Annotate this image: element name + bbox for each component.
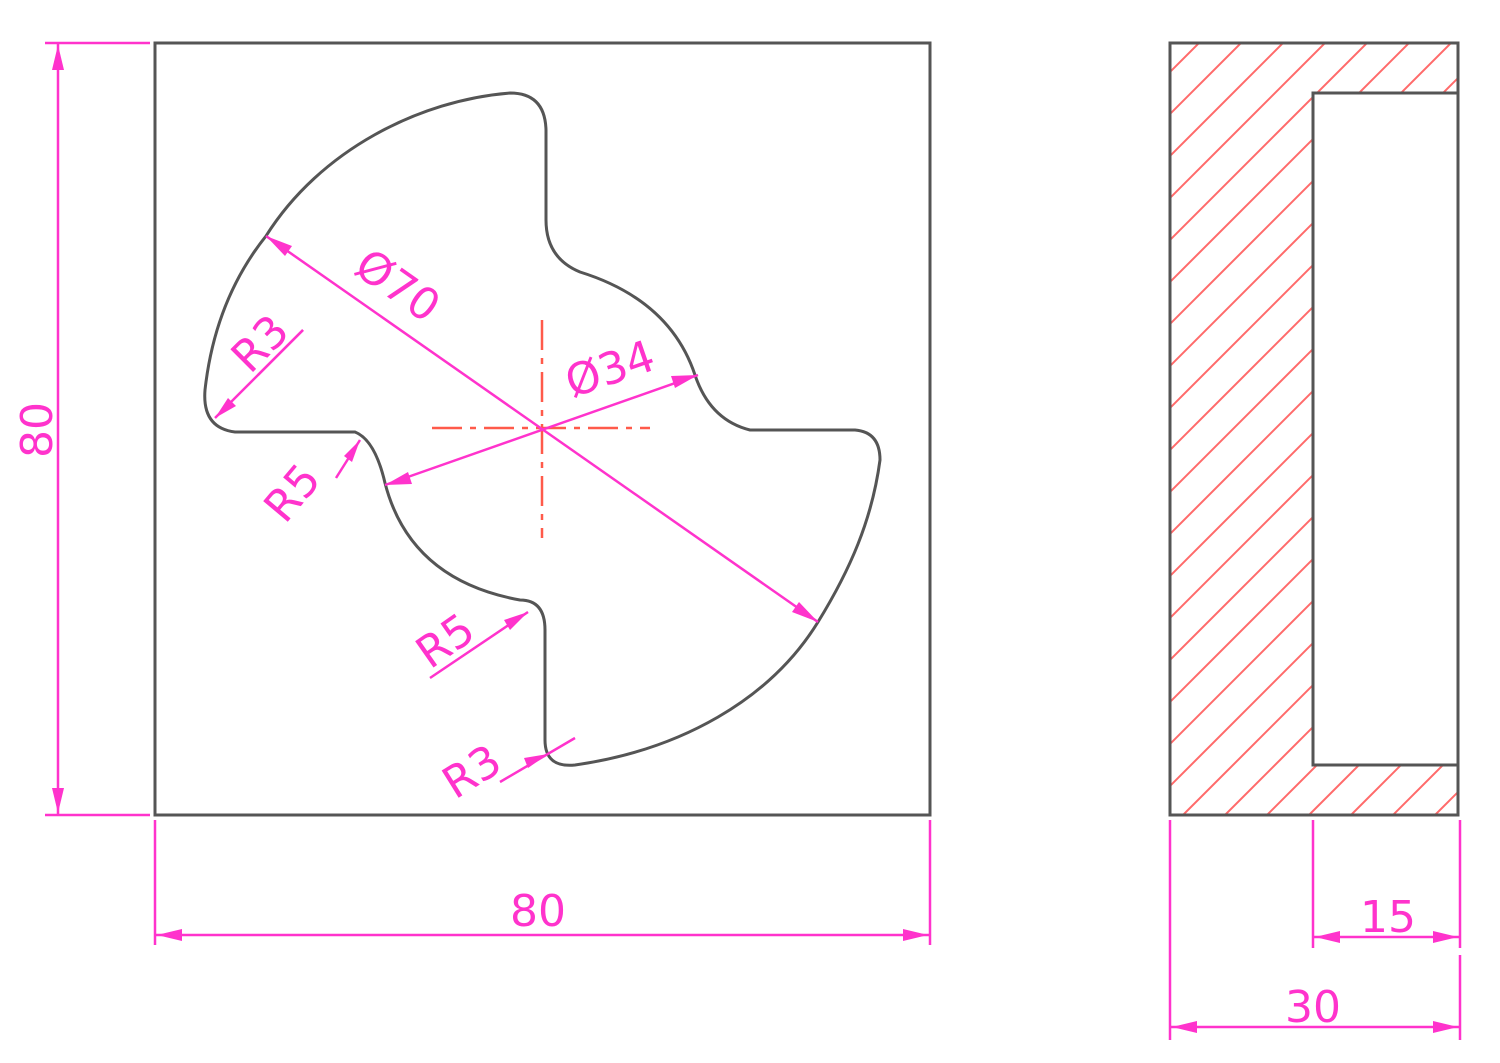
thickness-30-dimension: 30 (1168, 820, 1462, 1040)
hatch-line (1170, 43, 1458, 815)
hatch-line (1170, 43, 1270, 815)
hatch-line (1434, 43, 1458, 815)
hatch-line (1170, 43, 1186, 815)
hatch-line (1170, 43, 1396, 815)
depth-15-dimension: 15 (1311, 820, 1462, 948)
radius-r3-upper-dimension: R3 (214, 305, 304, 419)
hatch-line (1170, 43, 1458, 815)
width-80-label: 80 (510, 886, 566, 937)
hatch-line (1392, 43, 1458, 815)
hatch-line (1170, 43, 1458, 815)
hatch-line (1170, 43, 1458, 815)
hatch-line (1170, 43, 1312, 815)
hatch-line (1477, 15, 1500, 815)
diameter-34-dimension: Ø34 (384, 331, 699, 487)
radius-r3-lower-dimension: R3 (434, 735, 576, 809)
hatch-line (1170, 43, 1458, 815)
front-view-outer-square (153, 41, 932, 817)
hatch-line (1182, 43, 1458, 815)
hatch-line (1170, 43, 1354, 815)
radius-r5-left-label: R5 (254, 454, 331, 532)
height-80-label: 80 (12, 402, 63, 458)
side-view-section-outline (1168, 41, 1460, 817)
height-80-dimension: 80 (12, 41, 150, 817)
hatch-line (1170, 43, 1458, 815)
front-view: Ø70 Ø34 R3 R5 R5 (12, 41, 932, 945)
radius-r5-lower-dimension: R5 (407, 604, 529, 680)
thickness-30-label: 30 (1285, 982, 1341, 1033)
radius-r5-lower-label: R5 (407, 604, 484, 679)
hatch-line (1170, 43, 1458, 815)
hatch-line (1170, 43, 1458, 815)
hatch-line (1170, 43, 1458, 815)
hatch-line (1170, 43, 1438, 815)
hatch-line (1170, 43, 1458, 815)
hatch-line (1170, 43, 1458, 815)
hatch-line (1350, 43, 1458, 815)
width-80-dimension: 80 (153, 820, 932, 945)
diameter-70-label: Ø70 (346, 239, 449, 333)
radius-r3-lower-label: R3 (434, 735, 511, 809)
hatch-line (1170, 43, 1458, 815)
diameter-34-label: Ø34 (559, 331, 661, 409)
hatch-line (1308, 43, 1458, 815)
radius-r5-left-dimension: R5 (254, 439, 362, 532)
radius-r3-upper-label: R3 (222, 305, 299, 382)
side-view-hatching (1170, 15, 1500, 815)
depth-15-label: 15 (1360, 892, 1416, 943)
